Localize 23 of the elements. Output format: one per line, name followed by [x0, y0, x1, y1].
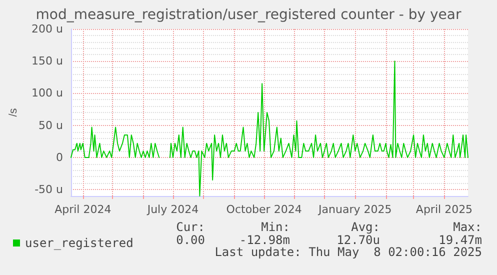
text: Cur:: [176, 220, 206, 234]
text: -12.98m: [239, 233, 290, 247]
text: 12.70u: [336, 233, 380, 247]
text: Last update: Thu May 8 02:00:16 2025: [214, 245, 482, 259]
text: Max:: [453, 220, 482, 234]
text: Avg:: [351, 220, 380, 234]
text: 19.47m: [438, 233, 482, 247]
y-tick-label: -50 u: [34, 183, 63, 196]
y-axis-title: /s: [8, 108, 20, 117]
y-tick-label: 0: [56, 150, 63, 164]
y-tick-label: 200 u: [32, 22, 63, 36]
x-tick-label: January 2025: [318, 203, 392, 216]
x-tick-label: October 2024: [226, 203, 302, 216]
x-tick-label: April 2024: [54, 203, 112, 216]
text: Min:: [261, 220, 290, 234]
x-tick-label: July 2024: [146, 203, 199, 216]
legend-label: user_registered: [25, 236, 134, 250]
x-tick-label: April 2025: [416, 203, 473, 216]
chart-title: mod_measure_registration/user_registered counter - by year: [36, 7, 462, 23]
y-tick-label: 50 u: [38, 118, 63, 132]
y-tick-label: 100 u: [32, 86, 63, 100]
y-tick-label: 150 u: [32, 54, 63, 68]
text: 0.00: [176, 233, 206, 247]
